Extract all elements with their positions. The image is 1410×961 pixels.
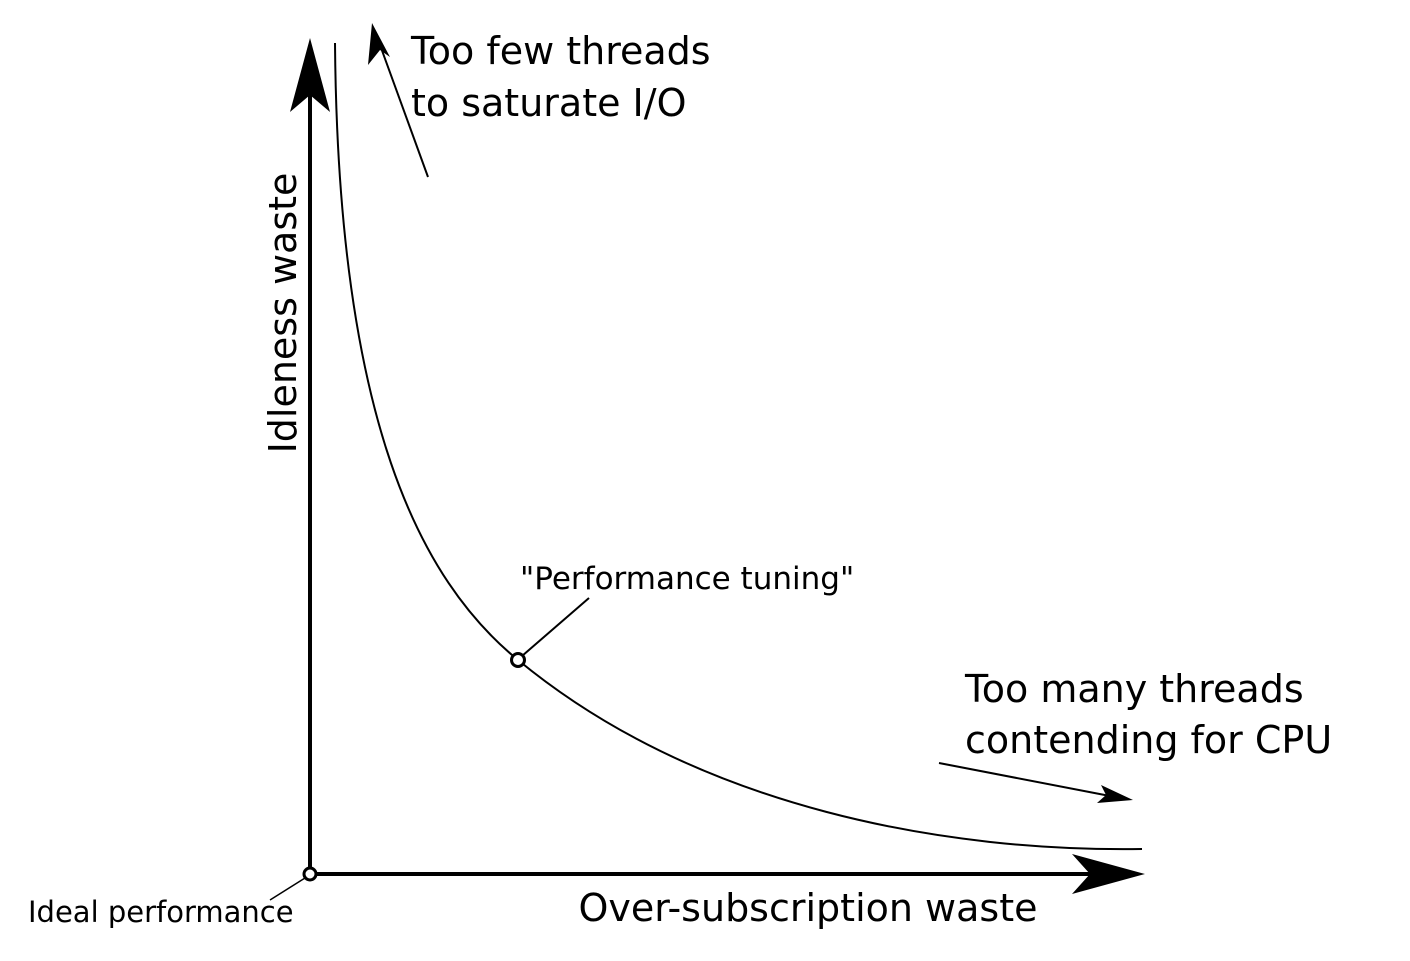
- x-axis-label: Over-subscription waste: [579, 886, 1038, 930]
- too-many-threads-label-line2: contending for CPU: [965, 718, 1332, 762]
- y-axis-label: Idleness waste: [261, 173, 305, 454]
- too-many-threads-label-line1: Too many threads: [964, 667, 1304, 711]
- too-few-threads-label-line2: to saturate I/O: [411, 81, 686, 125]
- too-many-threads-arrow: [938, 762, 1133, 803]
- performance-tuning-label: "Performance tuning": [520, 561, 854, 597]
- performance-tuning-marker: [510, 652, 526, 668]
- axes: [290, 38, 1145, 894]
- ideal-performance-leader: [269, 877, 306, 901]
- x-axis-arrowhead: [1072, 854, 1145, 894]
- too-few-threads-arrow: [368, 23, 429, 178]
- y-axis-arrowhead: [290, 38, 330, 112]
- performance-tuning-leader: [521, 597, 590, 657]
- ideal-performance-marker: [302, 866, 318, 882]
- ideal-performance-label: Ideal performance: [28, 895, 294, 929]
- too-few-threads-label-line1: Too few threads: [410, 29, 711, 73]
